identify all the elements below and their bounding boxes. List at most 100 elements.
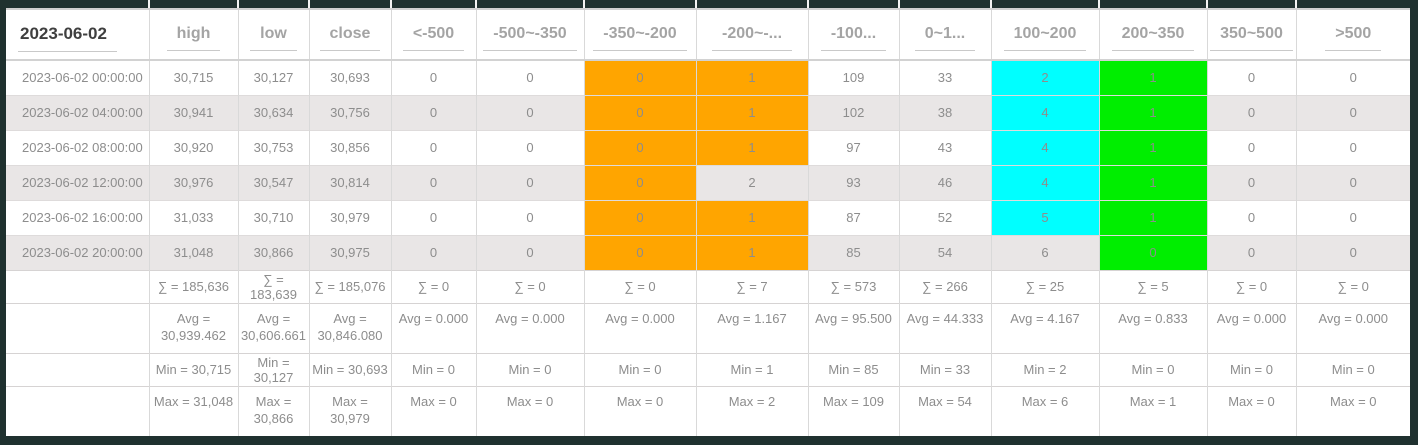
table-row: 2023-06-02 16:00:00 31,033 30,710 30,979 0 0 0…: [6, 199, 1410, 235]
column-header-label: -350~-200: [593, 19, 687, 51]
table-cell: 31,048: [148, 234, 238, 270]
table-cell: 52: [898, 199, 991, 235]
summary-cell: Min = 33: [898, 352, 991, 386]
top-bar-segment: [308, 0, 391, 10]
table-cell: 0: [1295, 94, 1410, 130]
summary-cell: ∑ = 185,076: [308, 269, 391, 303]
table-cell: 87: [807, 199, 899, 235]
table-cell: 0: [583, 164, 696, 200]
summary-cell: Avg = 0.000: [1206, 302, 1296, 353]
summary-cell: ∑ = 266: [898, 269, 991, 303]
column-header-lt-500[interactable]: <-500: [390, 9, 476, 61]
summary-cell: Max = 30,979: [308, 385, 391, 436]
table-cell: 0: [1098, 234, 1207, 270]
table-cell: 0: [475, 129, 584, 165]
column-header-label: low: [250, 19, 297, 51]
column-header-high[interactable]: high: [148, 9, 238, 61]
table-cell: 30,634: [237, 94, 309, 130]
table-cell: 0: [475, 164, 584, 200]
summary-cell: ∑ = 0: [390, 269, 476, 303]
summary-cell: ∑ = 0: [1295, 269, 1410, 303]
summary-cell: Max = 6: [990, 385, 1099, 436]
summary-cell: [6, 352, 149, 386]
column-header-label: 2023-06-02: [18, 18, 117, 52]
column-header-date[interactable]: 2023-06-02: [6, 9, 149, 61]
table-cell: 30,814: [308, 164, 391, 200]
summary-row-min: Min = 30,715 Min = 30,127 Min = 30,693 Min …: [6, 352, 1410, 386]
table-cell: 4: [990, 129, 1099, 165]
row-label-cell: 2023-06-02 16:00:00: [6, 199, 149, 235]
table-cell: 0: [583, 60, 696, 95]
column-header-close[interactable]: close: [308, 9, 391, 61]
summary-cell: Max = 0: [390, 385, 476, 436]
column-header-label: -100...: [820, 19, 887, 51]
summary-cell: ∑ = 7: [695, 269, 808, 303]
top-bar-segment: [898, 0, 991, 10]
column-header-100-200[interactable]: 100~200: [990, 9, 1099, 61]
summary-cell: [6, 302, 149, 353]
table-cell: 5: [990, 199, 1099, 235]
table-cell: 0: [1295, 199, 1410, 235]
table-cell: 97: [807, 129, 899, 165]
summary-cell: ∑ = 5: [1098, 269, 1207, 303]
row-label-cell: 2023-06-02 20:00:00: [6, 234, 149, 270]
summary-cell: Min = 0: [1098, 352, 1207, 386]
summary-cell: Avg = 30,939.462: [148, 302, 238, 353]
table-cell: 0: [390, 60, 476, 95]
table-cell: 30,756: [308, 94, 391, 130]
summary-cell: Min = 30,693: [308, 352, 391, 386]
column-header-200-350[interactable]: 200~350: [1098, 9, 1207, 61]
summary-cell: Min = 0: [1206, 352, 1296, 386]
summary-cell: Max = 2: [695, 385, 808, 436]
table-cell: 0: [390, 129, 476, 165]
column-header-n100-0[interactable]: -100...: [807, 9, 899, 61]
table-cell: 0: [1295, 129, 1410, 165]
table-cell: 6: [990, 234, 1099, 270]
summary-cell: Min = 0: [475, 352, 584, 386]
summary-cell: ∑ = 0: [583, 269, 696, 303]
table-cell: 43: [898, 129, 991, 165]
table-cell: 1: [1098, 199, 1207, 235]
summary-cell: Max = 54: [898, 385, 991, 436]
column-header-n500-n350[interactable]: -500~-350: [475, 9, 584, 61]
top-bar-segment: [990, 0, 1099, 10]
column-header-0-100[interactable]: 0~1...: [898, 9, 991, 61]
top-bar-segment: [237, 0, 309, 10]
table-row: 2023-06-02 04:00:00 30,941 30,634 30,756 0 0 0…: [6, 94, 1410, 130]
table-cell: 1: [1098, 129, 1207, 165]
column-header-n350-n200[interactable]: -350~-200: [583, 9, 696, 61]
summary-cell: Min = 0: [1295, 352, 1410, 386]
top-bar-segment: [1098, 0, 1207, 10]
column-header-row: 2023-06-02 high low close <-500 -500~-350 -350…: [6, 9, 1410, 61]
column-header-low[interactable]: low: [237, 9, 309, 61]
table-cell: 1: [695, 129, 808, 165]
column-header-350-500[interactable]: 350~500: [1206, 9, 1296, 61]
table-row: 2023-06-02 12:00:00 30,976 30,547 30,814 0 0 0…: [6, 164, 1410, 200]
top-bar-segment: [390, 0, 476, 10]
table-cell: 93: [807, 164, 899, 200]
top-bar-segment: [695, 0, 808, 10]
summary-cell: Avg = 0.000: [390, 302, 476, 353]
table-cell: 30,975: [308, 234, 391, 270]
table-cell: 1: [695, 199, 808, 235]
table-cell: 46: [898, 164, 991, 200]
column-header-n200-n100[interactable]: -200~-...: [695, 9, 808, 61]
table-cell: 38: [898, 94, 991, 130]
table-cell: 30,547: [237, 164, 309, 200]
table-row: 2023-06-02 08:00:00 30,920 30,753 30,856 0 0 0…: [6, 129, 1410, 165]
table-cell: 0: [475, 60, 584, 95]
column-header-label: 100~200: [1003, 19, 1087, 51]
table-cell: 0: [390, 164, 476, 200]
summary-cell: Avg = 44.333: [898, 302, 991, 353]
summary-cell: Max = 0: [1295, 385, 1410, 436]
summary-cell: ∑ = 0: [1206, 269, 1296, 303]
table-cell: 0: [390, 199, 476, 235]
top-bar-segment: [1206, 0, 1296, 10]
summary-cell: Avg = 30,846.080: [308, 302, 391, 353]
row-label-cell: 2023-06-02 04:00:00: [6, 94, 149, 130]
summary-cell: ∑ = 573: [807, 269, 899, 303]
summary-cell: Max = 1: [1098, 385, 1207, 436]
column-header-gt500[interactable]: >500: [1295, 9, 1410, 61]
table-cell: 54: [898, 234, 991, 270]
summary-cell: Max = 31,048: [148, 385, 238, 436]
